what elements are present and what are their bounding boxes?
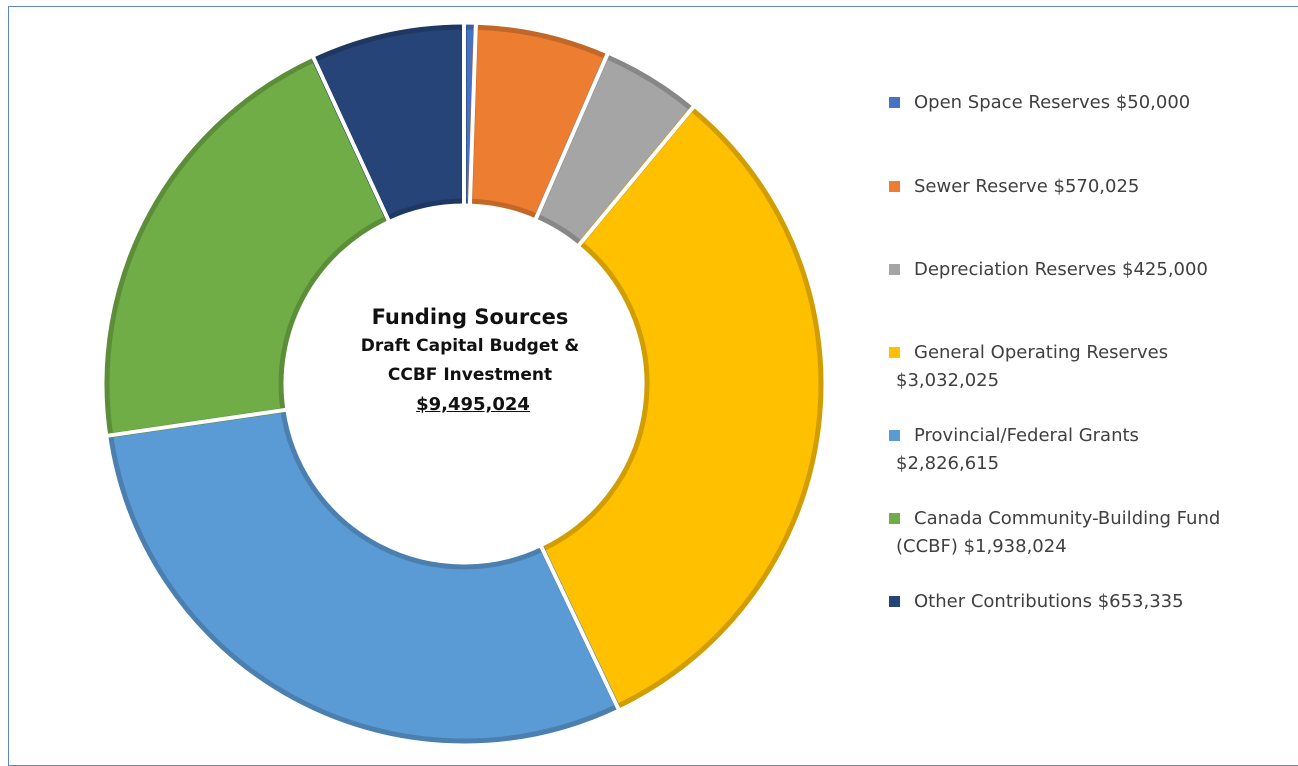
legend-label: Depreciation Reserves $425,000 [914,259,1208,280]
legend-swatch [889,97,900,108]
legend-label: Sewer Reserve $570,025 [914,176,1140,197]
legend-swatch [889,181,900,192]
legend-label: Open Space Reserves $50,000 [914,92,1191,113]
legend-label: Provincial/Federal Grants [914,425,1139,446]
slice-separator [106,407,288,438]
legend-value: $3,032,025 [896,370,1000,391]
legend-swatch [889,347,900,358]
legend-item: Sewer Reserve $570,025 [889,173,1139,201]
slice-separator [310,55,391,223]
slice-separator [533,52,610,221]
legend-value: $2,826,615 [896,453,1000,474]
chart-subtitle-line-2: CCBF Investment [387,365,553,385]
donut-slice-6 [104,57,390,438]
legend-swatch [889,264,900,275]
legend-swatch [889,513,900,524]
chart-total: $9,495,024 [416,394,530,415]
chart-subtitle-line-1: Draft Capital Budget & [360,336,580,356]
legend-label: Canada Community-Building Fund [914,508,1221,529]
legend-item: General Operating Reserves $3,032,025 [889,339,1168,395]
donut-center-label: Funding Sources Draft Capital Budget & C… [312,302,628,420]
legend-item: Depreciation Reserves $425,000 [889,256,1208,284]
legend-label: Other Contributions $653,335 [914,591,1184,612]
chart-title: Funding Sources [371,305,569,329]
slice-separator [576,104,696,248]
legend-label: General Operating Reserves [914,342,1169,363]
slice-separator [467,23,478,206]
slice-separator [539,544,621,711]
donut-slice-5 [108,407,620,744]
legend-item: Canada Community-Building Fund (CCBF) $1… [889,505,1220,561]
legend-item: Other Contributions $653,335 [889,588,1184,616]
legend-swatch [889,430,900,441]
donut-slice-4 [540,106,824,709]
legend-item: Open Space Reserves $50,000 [889,89,1190,117]
legend-value: (CCBF) $1,938,024 [896,536,1067,557]
legend-item: Provincial/Federal Grants $2,826,615 [889,422,1139,478]
legend-swatch [889,596,900,607]
